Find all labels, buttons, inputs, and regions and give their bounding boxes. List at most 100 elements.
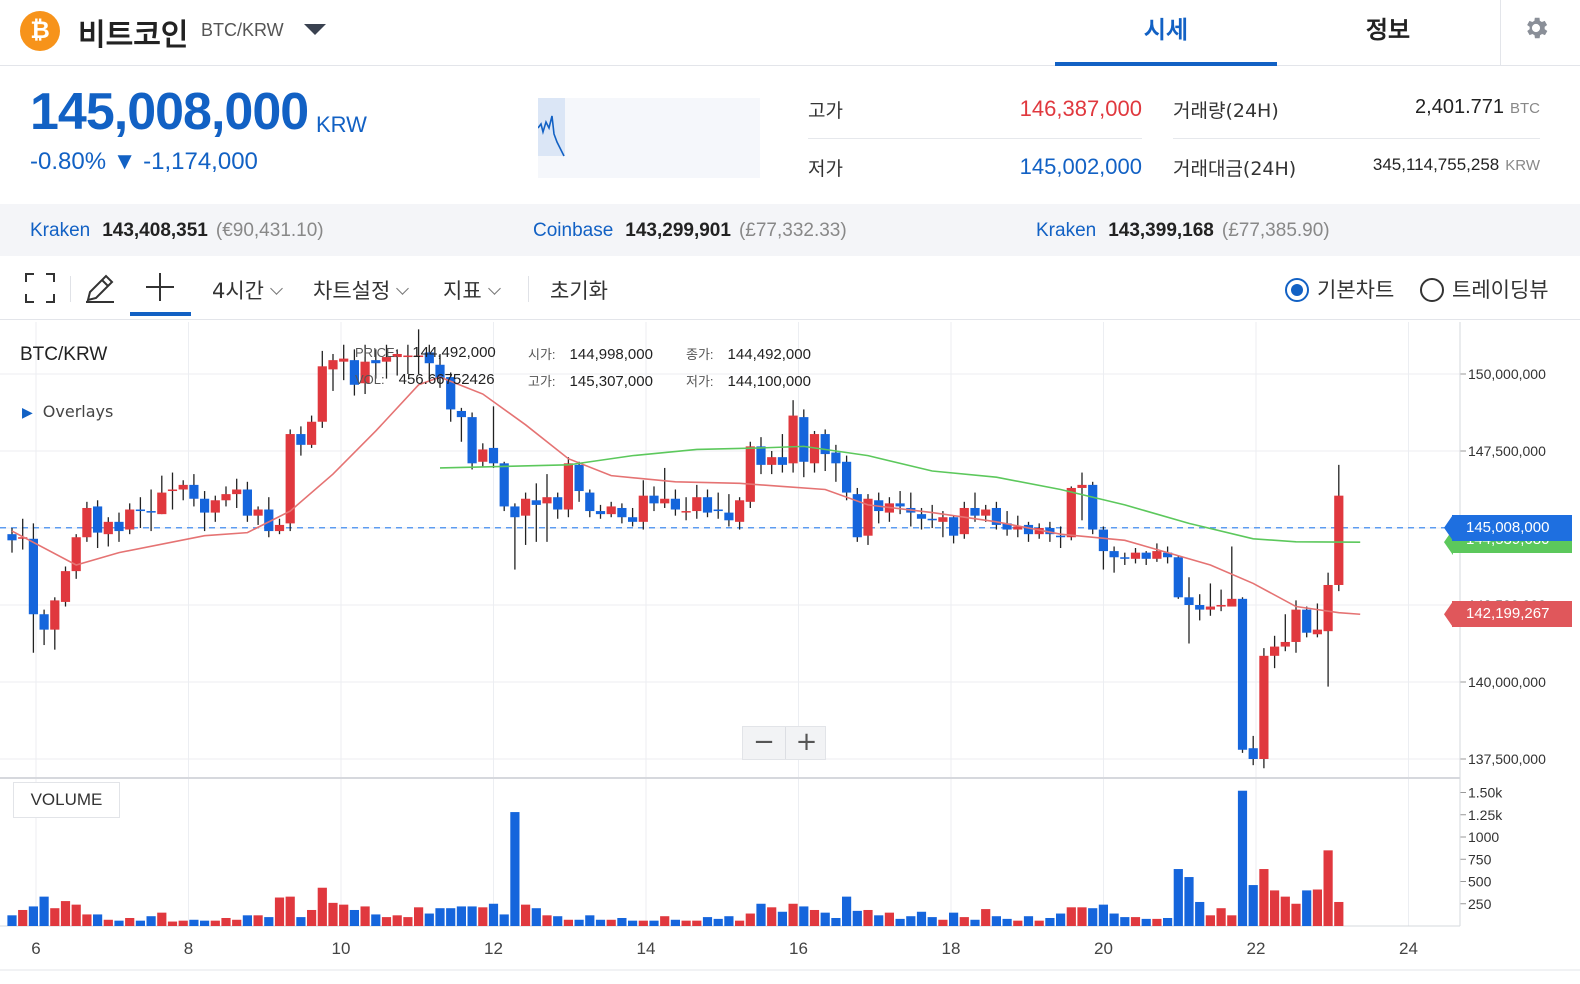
candle-body (863, 498, 873, 536)
chart-settings-dropdown[interactable]: 차트설정 (313, 275, 410, 305)
settings-button[interactable] (1500, 0, 1580, 66)
candle-body (949, 517, 959, 536)
volume-bar (424, 913, 434, 926)
chart-toolbar: 4시간 차트설정 지표 초기화 기본차트 트레이딩뷰 (0, 256, 1580, 320)
volume-bar (585, 915, 595, 926)
y-tick-label: 150,000,000 (1468, 366, 1546, 382)
candle-body (1302, 609, 1312, 633)
volume-bar (970, 919, 980, 926)
toolbar-divider (70, 276, 71, 302)
volume-bar (895, 918, 905, 926)
candle-body (1109, 551, 1119, 558)
volume-bar (339, 904, 349, 926)
volume-bar (1163, 917, 1173, 926)
volume-bar (200, 920, 210, 926)
exchange-item[interactable]: Kraken 143,399,168 (£77,385.90) (1036, 220, 1330, 242)
candle-body (103, 521, 113, 535)
exchange-name: Coinbase (533, 220, 614, 241)
candle-body (692, 497, 702, 512)
gear-icon (1527, 17, 1548, 39)
volume-bar (531, 908, 541, 926)
current-price: 145,008,000 (30, 83, 309, 141)
candle-body (157, 492, 167, 515)
volume-bar (499, 914, 509, 926)
reset-button[interactable]: 초기화 (550, 279, 608, 303)
ohlc-close: 종가: 144,492,000 (686, 346, 811, 363)
price-tag-arrow (1444, 601, 1453, 628)
tab-price[interactable]: 시세 (1055, 0, 1277, 66)
candle-body (1184, 597, 1194, 605)
candle-body (1334, 495, 1344, 585)
crosshair-icon[interactable] (145, 272, 175, 306)
overlays-toggle[interactable]: ▶ Overlays (22, 402, 114, 421)
pair-dropdown-icon[interactable] (304, 24, 326, 35)
volume-bar (18, 909, 28, 926)
candle-body (574, 464, 584, 492)
candle-body (1098, 529, 1108, 552)
volume-bar (916, 911, 927, 926)
candle-body (467, 417, 477, 464)
candle-body (1227, 598, 1237, 607)
candle-body (253, 509, 263, 516)
tab-info[interactable]: 정보 (1365, 16, 1411, 44)
volume-bar (1173, 869, 1183, 926)
candle-body (499, 463, 509, 507)
zoom-out-button[interactable]: − (753, 727, 775, 757)
price-chart[interactable]: 6 8 10 12 14 16 18 20 22 24 150,000,000 147,500,000… (0, 322, 1580, 984)
volume-bar (1077, 907, 1087, 926)
candle-body (1163, 552, 1173, 558)
candle-body (681, 511, 691, 513)
volume-bar (71, 904, 81, 926)
volume-bar (649, 920, 659, 926)
volume-bar (702, 917, 713, 926)
volume-bar (414, 907, 424, 926)
zoom-in-button[interactable]: + (785, 727, 827, 759)
volume-bar (563, 919, 573, 926)
candle-body (585, 492, 595, 512)
candle-body (542, 497, 552, 504)
candle-body (563, 463, 573, 510)
candle-body (670, 498, 680, 510)
volume-tick-label: 500 (1468, 874, 1492, 890)
candle-body (713, 509, 723, 512)
amount-24h-label: 거래대금(24H) (1173, 158, 1297, 180)
candlestick-chart-svg[interactable]: 6 8 10 12 14 16 18 20 22 24 150,000,000 147,500,000… (0, 322, 1580, 984)
exchange-foreign-price: (£77,385.90) (1221, 220, 1330, 241)
chart-symbol-label: BTC/KRW (20, 344, 108, 365)
candle-body (1173, 557, 1183, 598)
radio-basic-chart[interactable]: 기본차트 (1285, 274, 1394, 304)
candle-body (617, 507, 627, 518)
interval-dropdown[interactable]: 4시간 (212, 275, 283, 305)
volume-bar (595, 919, 606, 926)
candle-body (831, 452, 841, 464)
volume-bar (274, 897, 285, 926)
exchange-foreign-price: (€90,431.10) (215, 220, 324, 241)
pencil-icon[interactable] (84, 272, 116, 308)
volume-bar (232, 919, 242, 926)
exchange-item[interactable]: Coinbase 143,299,901 (£77,332.33) (533, 220, 847, 242)
volume-bar (1002, 918, 1012, 926)
candle-body (200, 498, 210, 513)
caret-right-icon: ▶ (22, 405, 33, 421)
exchange-item[interactable]: Kraken 143,408,351 (€90,431.10) (30, 220, 324, 242)
volume-bar (1184, 877, 1194, 926)
coin-pair: BTC/KRW (201, 20, 284, 40)
volume-bar (28, 906, 38, 926)
volume-bar (103, 919, 113, 926)
fullscreen-icon[interactable] (24, 272, 56, 308)
candle-body (403, 355, 413, 358)
volume-bar (1334, 901, 1344, 926)
volume-bar (446, 908, 456, 926)
candle-body (724, 512, 734, 521)
volume-bar (1205, 915, 1215, 926)
radio-tradingview[interactable]: 트레이딩뷰 (1420, 274, 1549, 304)
volume-bar (135, 920, 145, 926)
candle-body (7, 534, 17, 541)
volume-bar (1291, 903, 1301, 926)
volume-bar (1270, 890, 1280, 926)
volume-bar (788, 903, 798, 926)
indicators-dropdown[interactable]: 지표 (443, 275, 501, 305)
candle-body (820, 434, 830, 455)
volume-tick-label: 750 (1468, 851, 1492, 867)
candle-body (1237, 598, 1248, 750)
